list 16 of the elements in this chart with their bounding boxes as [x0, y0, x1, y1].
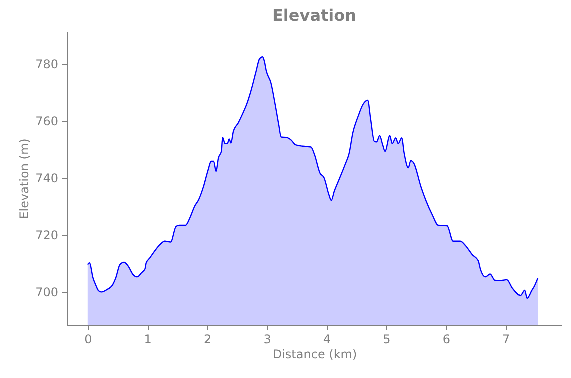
y-tick-label: 740 — [36, 172, 58, 186]
x-tick-label: 3 — [264, 332, 272, 346]
y-tick-label: 700 — [36, 286, 58, 300]
x-tick-label: 6 — [442, 332, 450, 346]
y-axis-title: Elevation (m) — [18, 138, 32, 220]
x-tick-label: 1 — [144, 332, 152, 346]
y-tick-label: 780 — [36, 57, 58, 72]
x-tick-label: 5 — [383, 332, 391, 346]
x-tick-label: 2 — [204, 332, 212, 346]
y-tick-label: 720 — [36, 228, 58, 243]
chart-title: Elevation — [272, 6, 357, 25]
x-tick-label: 7 — [502, 332, 510, 346]
y-tick-label: 760 — [36, 114, 58, 129]
x-tick-label: 4 — [323, 332, 332, 346]
x-axis-title: Distance (km) — [272, 348, 358, 362]
x-tick-label: 0 — [84, 332, 92, 346]
